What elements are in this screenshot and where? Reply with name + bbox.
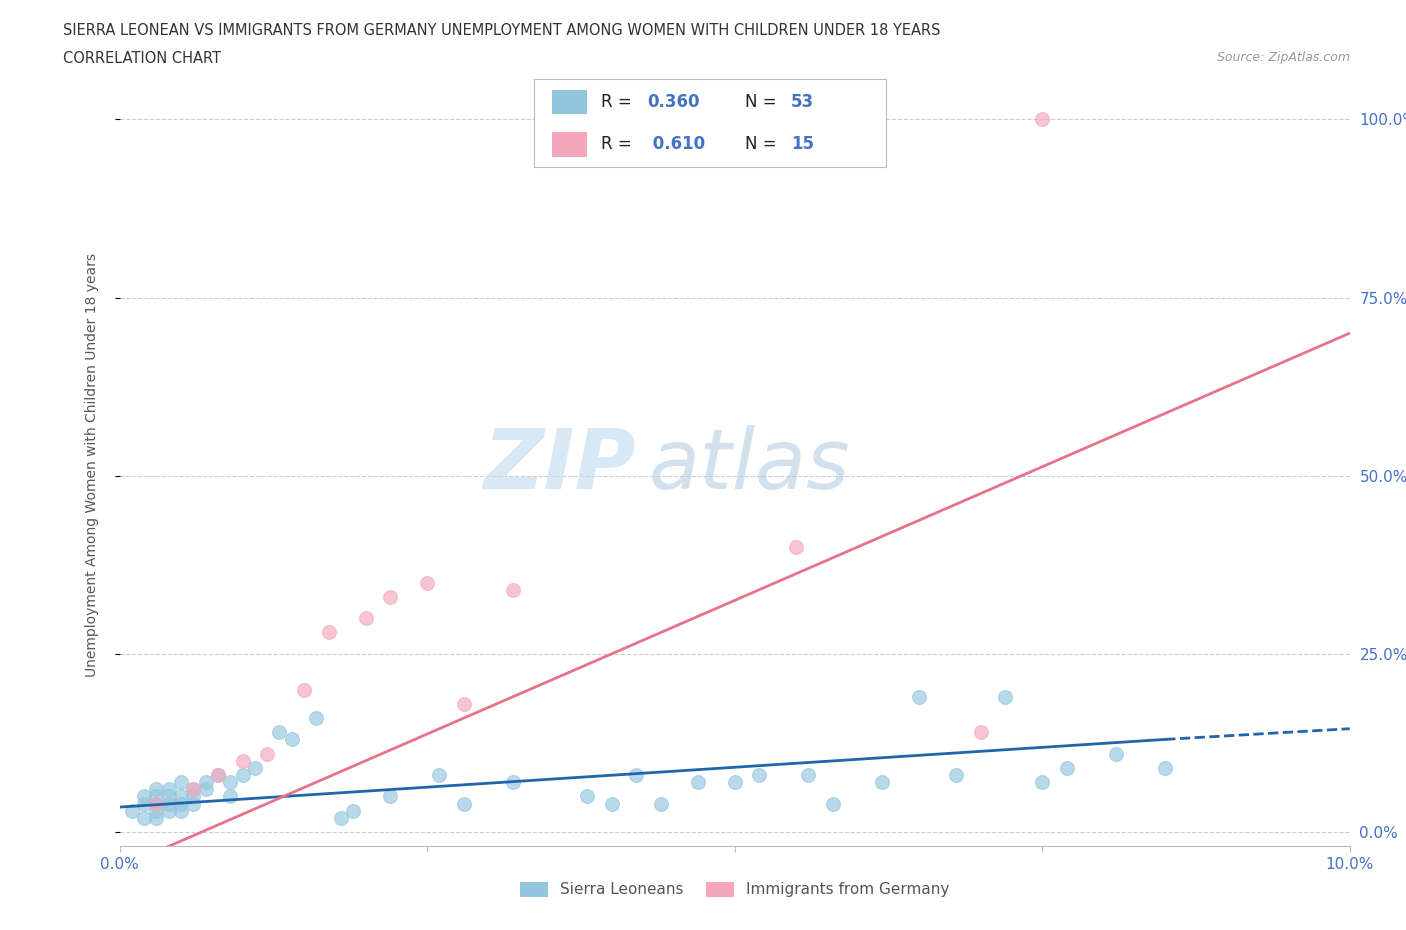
Y-axis label: Unemployment Among Women with Children Under 18 years: Unemployment Among Women with Children U… [84,253,98,677]
Point [170,796,193,811]
Point [342,804,364,818]
Point [183,789,205,804]
Point [1031,112,1053,126]
Point [145,789,167,804]
Point [219,775,242,790]
Point [785,539,807,554]
Text: ZIP: ZIP [484,424,636,506]
Point [145,804,167,818]
Point [157,796,180,811]
Point [183,782,205,797]
Point [945,767,967,782]
Point [378,590,402,604]
Point [748,767,770,782]
Point [378,789,402,804]
Point [576,789,599,804]
Point [502,775,524,790]
Point [170,804,193,818]
Point [157,782,180,797]
Point [626,767,648,782]
Point [145,796,167,811]
Point [231,753,254,768]
Point [231,767,254,782]
Point [219,789,242,804]
FancyBboxPatch shape [551,89,588,114]
Point [994,689,1017,704]
Text: R =: R = [602,93,637,111]
Point [502,582,524,597]
Text: 0.610: 0.610 [647,136,704,153]
Point [183,782,205,797]
Point [207,767,229,782]
Point [157,804,180,818]
Point [872,775,894,790]
Point [269,724,291,739]
Point [157,789,180,804]
Text: 53: 53 [790,93,814,111]
Text: 15: 15 [790,136,814,153]
Point [194,775,217,790]
Text: atlas: atlas [648,424,851,506]
FancyBboxPatch shape [551,132,588,157]
Text: N =: N = [745,136,782,153]
Point [145,810,167,825]
Point [600,796,623,811]
Text: 0.360: 0.360 [647,93,699,111]
Point [145,782,167,797]
Text: Source: ZipAtlas.com: Source: ZipAtlas.com [1216,51,1350,64]
Point [121,804,143,818]
Point [170,789,193,804]
Point [1154,761,1177,776]
Point [1105,746,1128,761]
Point [132,810,156,825]
Point [329,810,352,825]
Point [427,767,450,782]
Point [194,782,217,797]
Point [723,775,745,790]
Point [453,697,475,711]
Point [145,796,167,811]
Text: SIERRA LEONEAN VS IMMIGRANTS FROM GERMANY UNEMPLOYMENT AMONG WOMEN WITH CHILDREN: SIERRA LEONEAN VS IMMIGRANTS FROM GERMAN… [63,23,941,38]
Text: R =: R = [602,136,637,153]
Text: N =: N = [745,93,782,111]
Point [243,761,266,776]
Point [797,767,820,782]
Text: CORRELATION CHART: CORRELATION CHART [63,51,221,66]
Point [183,796,205,811]
Point [132,789,156,804]
Point [416,575,439,590]
Point [170,775,193,790]
Point [354,611,377,626]
Point [292,682,315,697]
Point [281,732,304,747]
Point [1031,775,1053,790]
Point [686,775,709,790]
Point [453,796,475,811]
Point [132,796,156,811]
Point [970,724,993,739]
Point [650,796,672,811]
Point [908,689,931,704]
Point [207,767,229,782]
Point [305,711,328,725]
Point [821,796,844,811]
Legend: Sierra Leoneans, Immigrants from Germany: Sierra Leoneans, Immigrants from Germany [515,876,955,903]
Point [256,746,278,761]
Point [1056,761,1078,776]
Point [318,625,340,640]
